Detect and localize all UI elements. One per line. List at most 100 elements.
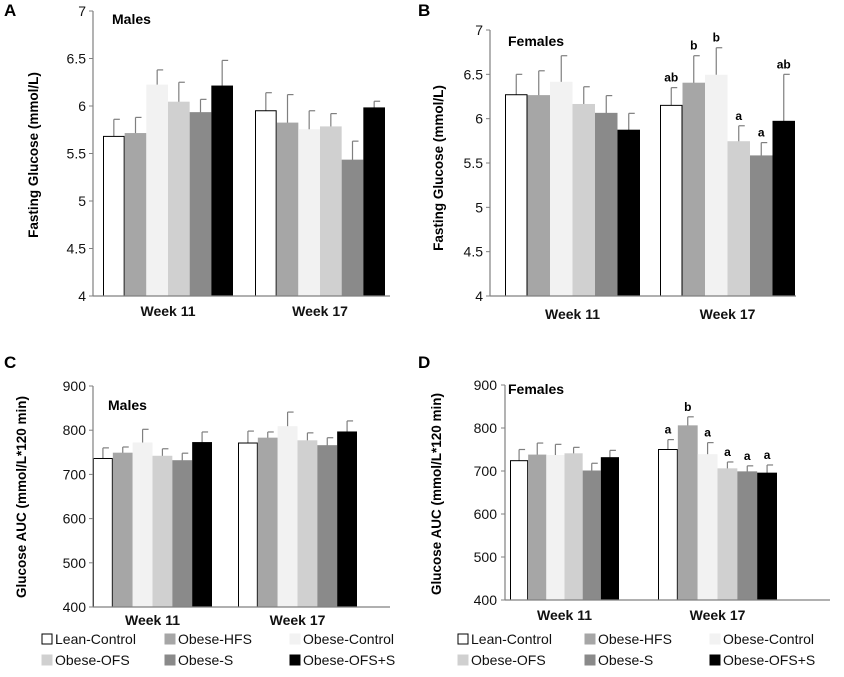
legend-swatch: [457, 654, 469, 666]
y-tick-label: 5: [78, 193, 86, 209]
y-tick-label: 500: [63, 555, 87, 571]
y-tick-label: 4: [78, 288, 86, 304]
significance-label: a: [735, 109, 742, 123]
legend-swatch: [289, 654, 301, 666]
bar: [341, 159, 364, 297]
bar: [93, 457, 113, 608]
y-tick-label: 6: [78, 98, 86, 114]
y-axis-title: Fasting Glucose (mmol/L): [26, 72, 41, 238]
legend-swatch: [164, 654, 176, 666]
bar: [582, 470, 601, 601]
legend-label: Obese-S: [178, 652, 233, 668]
panel-a: A Males Fasting Glucose (mmol/L) 4 4.5 5 5.…: [4, 1, 390, 319]
legend-label: Obese-OFS+S: [723, 652, 815, 668]
bar: [717, 468, 738, 601]
bar: [146, 84, 168, 297]
bar: [617, 129, 640, 297]
y-tick-label: 500: [474, 549, 498, 565]
y-tick-label: 5.5: [67, 146, 87, 162]
bar: [757, 472, 778, 601]
bar: [658, 449, 678, 601]
legend-swatch: [164, 633, 176, 645]
legend-label: Lean-Control: [55, 631, 136, 647]
legend-swatch: [41, 633, 53, 645]
category-label: Week 17: [270, 612, 326, 628]
panel-letter: D: [418, 353, 430, 372]
bar: [255, 110, 277, 297]
bar: [337, 431, 357, 608]
panel-d: D Females Glucose AUC (mmol/L*120 min) 4…: [418, 353, 830, 668]
y-tick-label: 5.5: [464, 155, 484, 171]
y-tick-label: 600: [63, 511, 87, 527]
panel-title: Females: [508, 33, 564, 49]
legend-swatch: [584, 633, 596, 645]
panel-c: C Males Glucose AUC (mmol/L*120 min) 400…: [4, 353, 395, 668]
legend-label: Obese-S: [598, 652, 653, 668]
bar: [320, 126, 342, 297]
bar: [277, 426, 298, 608]
bar: [772, 120, 795, 297]
bar: [550, 81, 573, 297]
panel-title: Males: [108, 397, 147, 413]
significance-label: b: [690, 39, 697, 53]
category-label: Week 11: [537, 607, 592, 623]
legend-label: Obese-Control: [723, 631, 814, 647]
y-axis-title: Fasting Glucose (mmol/L): [431, 85, 446, 251]
y-tick-label: 6.5: [67, 51, 87, 67]
y-tick-label: 4.5: [464, 244, 484, 260]
bar: [510, 460, 529, 601]
panel-title: Females: [508, 381, 564, 397]
y-axis-title: Glucose AUC (mmol/L*120 min): [14, 396, 29, 598]
bar: [505, 94, 528, 297]
bar: [152, 455, 173, 608]
panel-title: Males: [112, 11, 151, 27]
bar: [103, 135, 125, 297]
significance-label: b: [713, 31, 720, 45]
legend-label: Obese-OFS: [55, 652, 130, 668]
bar: [298, 129, 321, 297]
bar: [682, 82, 705, 297]
bar: [600, 457, 619, 601]
legend-swatch: [289, 633, 301, 645]
significance-label: a: [704, 426, 711, 440]
bar: [238, 442, 258, 608]
legend-swatch: [709, 633, 721, 645]
legend-label: Obese-HFS: [598, 631, 672, 647]
significance-label: b: [684, 400, 691, 414]
legend-swatch: [584, 654, 596, 666]
bar: [317, 445, 338, 608]
y-tick-label: 800: [474, 420, 498, 436]
category-label: Week 17: [700, 306, 756, 322]
y-tick-label: 900: [474, 377, 498, 393]
category-label: Week 11: [140, 303, 195, 319]
legend-swatch: [709, 654, 721, 666]
category-label: Week 17: [690, 607, 746, 623]
y-tick-label: 600: [474, 506, 498, 522]
bar: [677, 425, 698, 601]
legend-swatch: [41, 654, 53, 666]
category-label: Week 11: [545, 306, 600, 322]
y-tick-label: 6: [475, 111, 483, 127]
legend-label: Obese-OFS: [471, 652, 546, 668]
bar: [189, 112, 212, 297]
y-tick-label: 5: [475, 199, 483, 215]
y-tick-label: 7: [475, 22, 483, 38]
bar: [257, 437, 278, 608]
bar: [172, 460, 193, 608]
y-tick-label: 400: [474, 592, 498, 608]
category-label: Week 11: [125, 612, 180, 628]
significance-label: a: [758, 126, 765, 140]
y-axis-title: Glucose AUC (mmol/L*120 min): [429, 393, 444, 595]
y-tick-label: 4: [475, 288, 483, 304]
y-tick-label: 700: [474, 463, 498, 479]
y-tick-label: 7: [78, 3, 86, 19]
legend-label: Obese-HFS: [178, 631, 252, 647]
bar: [192, 442, 213, 608]
panel-letter: C: [4, 353, 16, 372]
bar: [595, 112, 618, 297]
bar: [363, 107, 386, 297]
bar: [132, 442, 153, 608]
legend-label: Obese-Control: [303, 631, 394, 647]
bar: [705, 74, 728, 297]
bar: [697, 454, 718, 601]
